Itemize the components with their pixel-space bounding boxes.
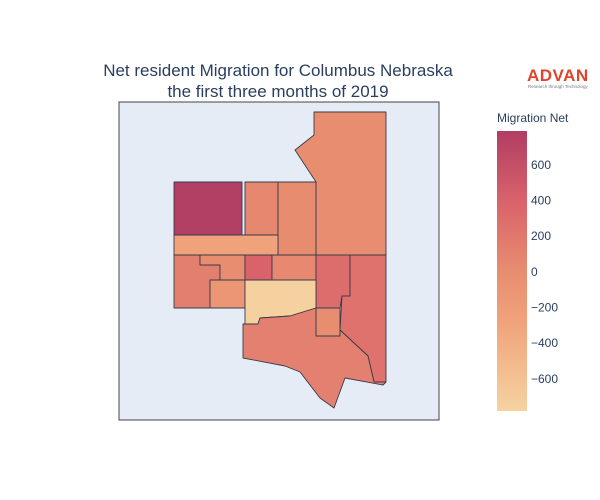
colorbar-tick-label: 600 bbox=[531, 158, 551, 172]
colorbar-tick-label: −200 bbox=[531, 301, 558, 315]
logo-tagline: Research through Technology bbox=[528, 84, 588, 89]
colorbar-gradient bbox=[497, 131, 527, 411]
map-regions bbox=[173, 111, 387, 409]
colorbar-tick-label: 0 bbox=[531, 265, 538, 279]
region-north-mid-small[interactable] bbox=[244, 181, 279, 236]
region-north-mid-tall[interactable] bbox=[277, 181, 317, 256]
region-west-step[interactable] bbox=[209, 279, 246, 309]
region-south-large[interactable] bbox=[242, 307, 387, 409]
colorbar-ticks: 600 400 200 0 −200 −400 −600 bbox=[531, 158, 558, 386]
region-center-mid[interactable] bbox=[271, 254, 317, 281]
region-center-lower-small[interactable] bbox=[315, 307, 341, 337]
region-northwest-dark[interactable] bbox=[173, 181, 243, 236]
region-west-light-strip[interactable] bbox=[173, 234, 279, 256]
region-center-dark-small[interactable] bbox=[244, 254, 273, 281]
colorbar-tick-label: −600 bbox=[531, 372, 558, 386]
logo-wordmark: ADVAN bbox=[527, 66, 589, 85]
advan-logo: ADVAN Research through Technology bbox=[527, 66, 589, 89]
chart-title-line-1: Net resident Migration for Columbus Nebr… bbox=[103, 61, 453, 80]
chart-title-line-2: the first three months of 2019 bbox=[167, 82, 388, 101]
colorbar-tick-label: 200 bbox=[531, 229, 551, 243]
colorbar-tick-label: 400 bbox=[531, 194, 551, 208]
colorbar-title: Migration Net bbox=[497, 111, 569, 125]
colorbar-tick-label: −400 bbox=[531, 336, 558, 350]
colorbar: Migration Net 600 400 200 0 −200 −400 −600 bbox=[497, 111, 569, 411]
